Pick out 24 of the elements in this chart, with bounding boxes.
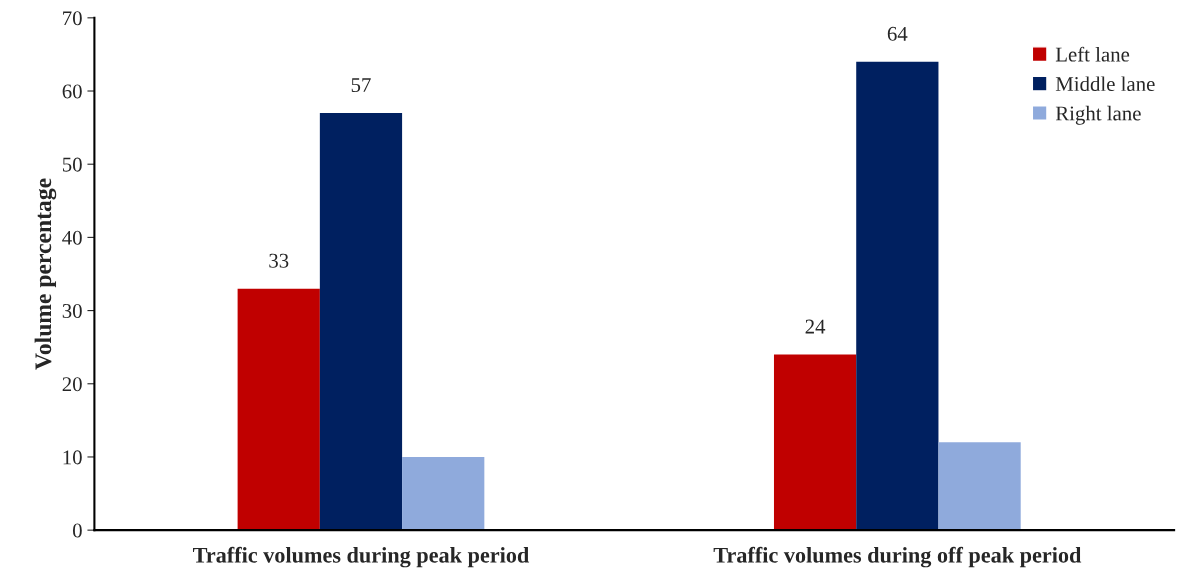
legend-label: Left lane	[1055, 46, 1130, 62]
bar	[938, 442, 1021, 531]
y-tick-label: 10	[63, 450, 82, 465]
data-label: 64	[887, 26, 908, 41]
y-axis-title: Volume percentage	[34, 178, 57, 370]
legend-label: Right lane	[1055, 105, 1141, 125]
bar	[402, 456, 485, 531]
y-tick-label: 50	[62, 157, 82, 172]
bar	[773, 354, 857, 531]
y-tick-label: 70	[63, 11, 82, 26]
x-tick-label: Traffic volumes during peak period	[193, 546, 530, 568]
y-tick-label: 60	[62, 84, 82, 99]
y-tick-label: 30	[62, 303, 82, 319]
legend-label: Middle lane	[1055, 76, 1155, 92]
y-tick-label: 0	[72, 523, 82, 538]
data-label: 57	[351, 78, 371, 93]
bar	[319, 112, 403, 531]
y-tick-label: 40	[62, 230, 82, 245]
y-tick-label: 20	[62, 377, 82, 392]
data-label: 24	[805, 319, 826, 334]
data-label: 33	[269, 253, 289, 268]
bar	[237, 288, 320, 531]
bar	[856, 61, 939, 531]
x-tick-label: Traffic volumes during off peak period	[713, 546, 1082, 568]
